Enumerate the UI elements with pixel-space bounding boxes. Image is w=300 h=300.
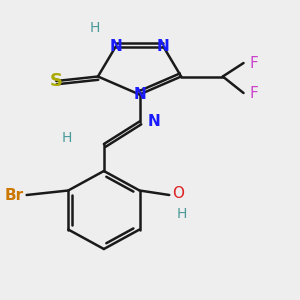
Text: H: H [90, 22, 100, 35]
Text: H: H [61, 131, 72, 145]
Text: S: S [50, 72, 63, 90]
Text: N: N [133, 87, 146, 102]
Text: F: F [250, 85, 258, 100]
Text: Br: Br [4, 188, 24, 202]
Text: N: N [110, 39, 122, 54]
Text: O: O [172, 186, 184, 201]
Text: N: N [148, 114, 161, 129]
Text: F: F [250, 56, 258, 70]
Text: N: N [157, 39, 170, 54]
Text: H: H [177, 208, 187, 221]
